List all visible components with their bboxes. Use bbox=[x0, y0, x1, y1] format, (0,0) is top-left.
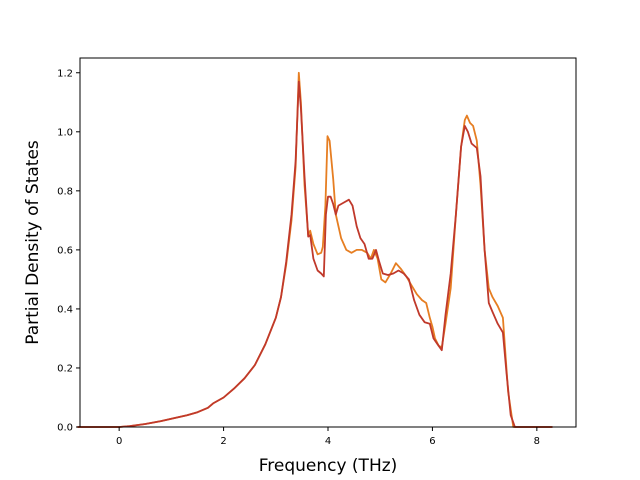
y-tick-label: 0.2 bbox=[57, 363, 73, 374]
plot-frame bbox=[79, 57, 577, 428]
y-tick-label: 0.0 bbox=[57, 423, 73, 434]
series-line-2 bbox=[77, 80, 553, 428]
y-axis-ticks: 0.0 0.2 0.4 0.6 0.8 1.0 1.2 bbox=[57, 68, 80, 434]
series-line-1 bbox=[77, 71, 553, 428]
plot-lines bbox=[77, 71, 553, 428]
x-tick-label: 8 bbox=[534, 436, 540, 447]
x-axis-label: Frequency (THz) bbox=[259, 456, 398, 476]
x-tick-label: 4 bbox=[325, 436, 331, 447]
y-tick-label: 1.2 bbox=[57, 68, 73, 79]
y-tick-label: 0.4 bbox=[57, 304, 73, 315]
x-axis-ticks: 0 2 4 6 8 bbox=[116, 427, 540, 447]
y-tick-label: 0.8 bbox=[57, 186, 73, 197]
y-tick-label: 1.0 bbox=[57, 127, 73, 138]
x-tick-label: 2 bbox=[220, 436, 226, 447]
x-tick-label: 0 bbox=[116, 436, 122, 447]
y-tick-label: 0.6 bbox=[57, 245, 73, 256]
y-axis-label: Partial Density of States bbox=[23, 140, 43, 345]
x-tick-label: 6 bbox=[429, 436, 435, 447]
